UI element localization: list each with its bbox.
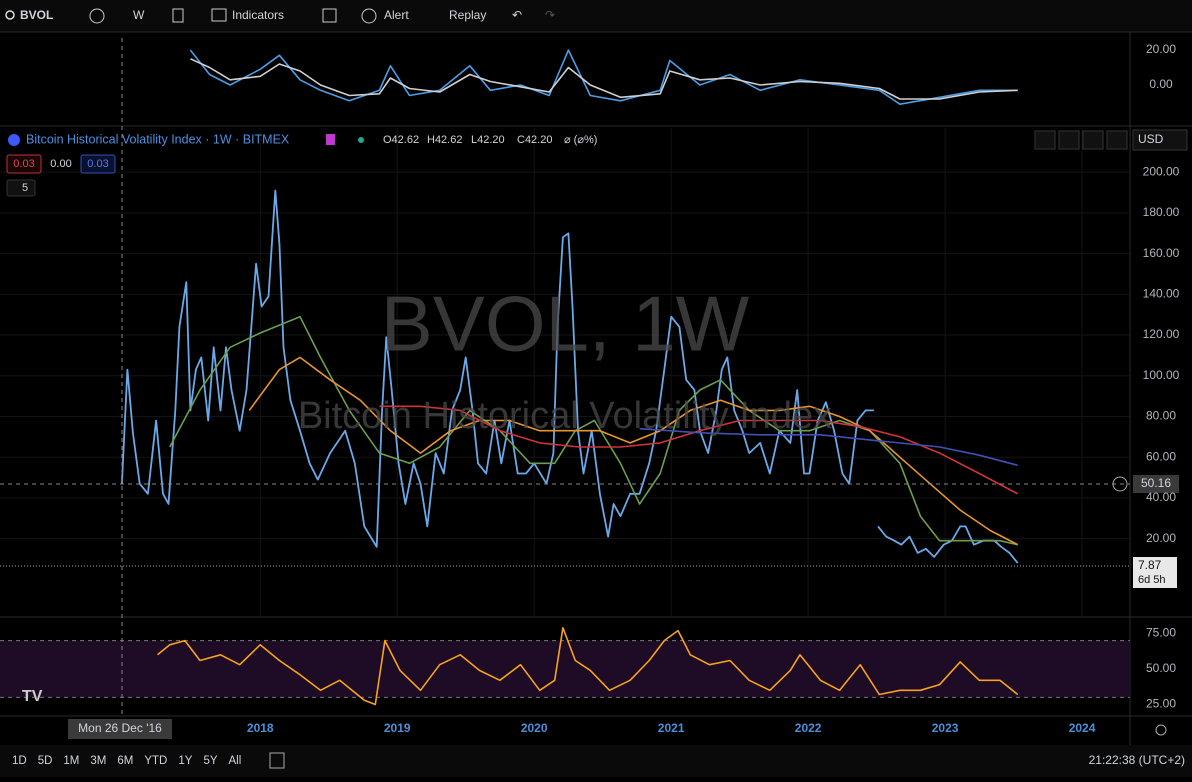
y-tick-label: 180.00 [1143,205,1180,219]
toolbar [0,0,1192,32]
y-tick-label: 75.00 [1146,626,1176,640]
pane-settings[interactable] [1106,130,1128,150]
ohlc-high: H42.62 [427,134,462,146]
range-buttons: 1D 5D 1M 3M 6M YTD 1Y 5Y All [12,755,241,767]
add-alert[interactable] [1112,476,1128,492]
crosshair-date-box [68,719,172,739]
input-value[interactable]: 0.03 [87,158,108,170]
range-button[interactable]: 5Y [203,755,217,767]
currency-select[interactable] [1132,129,1188,151]
y-tick-label: 80.00 [1146,409,1176,423]
y-tick-label: 160.00 [1143,246,1180,260]
clock: 21:22:38 (UTC+2) [1089,753,1185,767]
series-line [189,49,1018,105]
crosshair-date: Mon 26 Dec '16 [78,721,162,735]
undo[interactable]: ↶ [512,8,522,22]
x-tick-label: 2022 [795,721,822,735]
tv-logo: TV [22,688,43,705]
search-icon[interactable] [5,10,15,20]
x-tick-label: 2023 [932,721,959,735]
x-tick-label: 2019 [384,721,411,735]
range-button[interactable]: 1D [12,755,27,767]
ohlc-change: ⌀ (⌀%) [564,134,597,146]
y-tick-label: 100.00 [1143,368,1180,382]
series-line [156,627,1019,706]
y-tick-label: 200.00 [1143,164,1180,178]
chart-marks [0,49,1130,706]
range-button[interactable]: 6M [117,755,133,767]
crosshair-price: 50.16 [1141,476,1171,490]
ohlc-low: L42.20 [471,134,505,146]
market-status [358,137,364,143]
pane-up[interactable] [1034,130,1056,150]
pane-down[interactable] [1058,130,1080,150]
chart-style[interactable] [172,8,184,23]
y-tick-label: 120.00 [1143,327,1180,341]
go-to-date[interactable] [269,752,285,769]
rsi-band [0,640,1130,698]
y-tick-label: 50.00 [1146,661,1176,675]
flag[interactable] [326,134,335,145]
indicators-button[interactable]: Indicators [232,8,284,22]
range-button[interactable]: 1Y [178,755,192,767]
redo[interactable]: ↷ [545,8,555,22]
y-tick-label: 20.00 [1146,531,1176,545]
last-price-box [1133,557,1177,588]
x-tick-label: 2024 [1069,721,1096,735]
input-box[interactable] [80,154,116,174]
x-tick-label: 2018 [247,721,274,735]
crosshair-price-box [1133,475,1179,493]
interval[interactable]: W [133,8,145,22]
series-line [190,58,1018,100]
y-tick-label: 0.00 [1149,77,1173,91]
pane-maximize[interactable] [1082,130,1104,150]
alert-icon[interactable] [361,8,377,24]
series-line [379,405,1019,495]
alert-button[interactable]: Alert [384,8,409,22]
series-line [121,189,1019,564]
series-line [169,315,1018,546]
y-tick-label: 20.00 [1146,42,1176,56]
input-value[interactable]: 0.00 [50,158,71,170]
indicators-icon[interactable] [211,8,227,22]
ohlc-open: O42.62 [383,134,419,146]
x-tick-label: 2020 [521,721,548,735]
y-tick-label: 60.00 [1146,449,1176,463]
range-button[interactable]: YTD [144,755,167,767]
watermark-description: Bitcoin Historical Volatility Index [298,395,832,437]
pane-controls [1034,130,1128,150]
series-line [248,356,1019,546]
symbol-logo [8,134,20,146]
ohlc-close: C42.20 [517,134,552,146]
symbol[interactable]: BVOL [20,8,53,22]
series-line [639,427,1018,467]
watermark-symbol: BVOL, 1W [381,280,750,368]
range-button[interactable]: 3M [90,755,106,767]
bottom-bar [0,745,1192,777]
currency[interactable]: USD [1138,132,1164,146]
replay-button[interactable]: Replay [449,8,486,22]
axis-settings[interactable] [1155,724,1167,736]
range-button[interactable]: 5D [38,755,53,767]
y-tick-label: 25.00 [1146,697,1176,711]
y-tick-label: 40.00 [1146,490,1176,504]
x-tick-label: 2021 [658,721,685,735]
last-price: 7.87 [1138,558,1162,572]
layout-icon[interactable] [322,8,337,23]
add-symbol[interactable] [89,8,105,24]
collapse-button[interactable] [6,179,36,197]
series-title: Bitcoin Historical Volatility Index · 1W… [26,132,290,146]
input-box[interactable] [6,154,42,174]
y-tick-label: 140.00 [1143,286,1180,300]
collapse-count[interactable]: 5 [22,182,28,194]
range-button[interactable]: 1M [63,755,79,767]
input-value[interactable]: 0.03 [13,158,34,170]
countdown: 6d 5h [1138,574,1166,586]
range-button[interactable]: All [229,755,242,767]
